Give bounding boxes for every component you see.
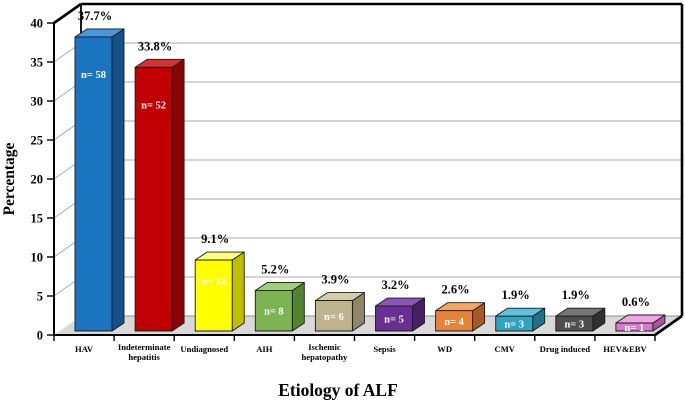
y-tick-label: 35 [31,56,44,70]
x-axis-title: Etiology of ALF [278,380,398,400]
x-category-label: hepatopathy [302,352,349,362]
bar-front-face [615,322,654,332]
bar-value-label: 1.9% [502,288,530,302]
x-category-label: CMV [494,344,515,354]
bar-value-label: 1.9% [562,288,590,302]
bar-count-label: n= 3 [504,320,524,331]
y-tick-label: 40 [31,17,44,31]
y-tick-label: 20 [31,173,44,187]
bar-front-face [74,36,113,332]
bar-value-label: 0.6% [622,295,650,309]
sidewall-top-border [53,2,82,25]
y-tick-label: 10 [31,251,44,265]
x-category-label: AIH [256,344,273,354]
bar-value-label: 3.9% [321,273,349,287]
bar-side-face [111,28,125,332]
bar-side-face [171,58,185,332]
bar-value-label: 9.1% [201,232,229,246]
bar-value-label: 5.2% [261,262,289,276]
y-tick-label: 15 [31,212,44,226]
bar-count-label: n= 14 [201,277,227,288]
x-category-label: WD [437,344,452,354]
bar-value-label: 3.2% [381,278,409,292]
x-category-label: Sepsis [373,344,396,354]
bar-count-label: n= 52 [141,100,166,111]
y-tick-label: 30 [31,95,44,109]
bar-count-label: n= 8 [264,307,284,318]
bar-count-label: n= 5 [384,315,404,326]
y-tick-label: 5 [37,290,43,304]
x-category-label: HAV [75,344,94,354]
y-axis-title: Percentage [1,142,18,215]
x-category-label: Undiagnosed [180,344,228,354]
bar-count-label: n= 6 [324,312,344,323]
bar-front-face [495,315,534,332]
bar-value-label: 33.8% [138,39,172,53]
bar-count-label: n= 3 [564,320,584,331]
bar-value-label: 37.7% [78,9,112,23]
bar-front-face [314,300,353,332]
bar-count-label: n= 1 [625,323,645,334]
bar-front-face [375,305,413,332]
bar-side-face [231,251,245,332]
floor-right-border [654,314,683,337]
bar-front-face [435,310,474,332]
x-category-label: hepatitis [128,352,160,362]
bar-count-label: n= 4 [444,317,464,328]
bar-count-label: n= 58 [81,70,106,81]
bar-front-face [134,66,173,332]
bar-front-face [254,289,293,332]
bar-front-face [194,259,233,332]
x-category-label: Drug induced [540,344,591,354]
y-tick-label: 0 [37,329,43,343]
x-category-label: Indeterminate [118,342,171,352]
bar-value-label: 2.6% [442,283,470,297]
x-category-label: Ischemic [308,342,341,352]
bar-front-face [555,315,594,332]
x-category-label: HEV&EBV [603,344,647,354]
y-tick-label: 25 [31,134,44,148]
